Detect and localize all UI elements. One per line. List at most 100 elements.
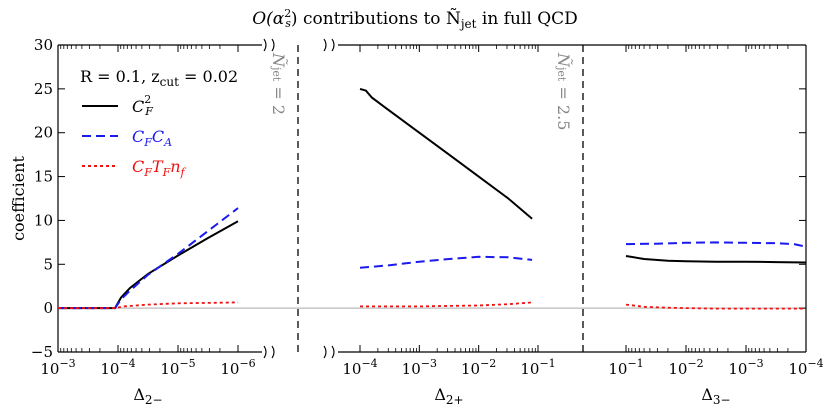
- x-tick-label: 10−1: [520, 357, 555, 378]
- x-tick-exp: −4: [361, 357, 377, 370]
- title-suffix: in full QCD: [476, 9, 577, 29]
- x-axis-label: Δ3−: [701, 385, 730, 407]
- x-tick-label: 10−6: [220, 357, 255, 378]
- legend-label-main2: C: [152, 127, 164, 146]
- chart-title-text: O(α2 s) contributions to Ñjet in full QCD: [252, 7, 578, 31]
- x-axis-label-sub: 2−: [145, 393, 163, 407]
- x-tick-label: 10−5: [160, 357, 195, 378]
- series-line-cftfnf: [625, 303, 806, 310]
- annotation-sub: cut: [160, 75, 179, 89]
- legend-label: CFTFnf: [132, 157, 187, 179]
- x-tick-exp: −4: [807, 357, 823, 370]
- annotation-main: R = 0.1, z: [80, 67, 160, 86]
- series-line-cf2: [359, 87, 533, 220]
- y-tick-label: 15: [34, 168, 53, 186]
- x-axis-label-sub: 2+: [446, 393, 464, 407]
- series-line-cf2: [58, 220, 239, 310]
- legend-label-main: C: [132, 127, 144, 146]
- legend-label: CFCA: [132, 127, 172, 149]
- x-tick-base: 10: [100, 360, 119, 378]
- legend-label-sub3: f: [180, 166, 187, 179]
- title-o: O: [252, 9, 266, 29]
- threshold-label: Ñjet = 2.5: [554, 52, 574, 130]
- annotation-tail: = 0.02: [179, 67, 238, 86]
- x-axis-label: Δ2+: [434, 385, 463, 407]
- x-axis-label-main: Δ: [701, 385, 713, 404]
- series-line-cftfnf: [360, 301, 533, 308]
- x-tick-label: 10−4: [788, 357, 823, 378]
- threshold-label-sub: jet: [555, 65, 568, 82]
- y-tick-label: 20: [34, 124, 53, 142]
- x-tick-exp: −3: [421, 357, 437, 370]
- series-line-cfca: [58, 207, 239, 310]
- x-tick-exp: −3: [59, 357, 75, 370]
- threshold-label-value: = 2.5: [554, 81, 573, 130]
- x-tick-base: 10: [342, 360, 361, 378]
- plot-frame: [57, 38, 807, 359]
- axis-break-mark: [263, 345, 267, 359]
- x-tick-label: 10−4: [342, 357, 377, 378]
- x-tick-base: 10: [402, 360, 421, 378]
- x-tick-base: 10: [728, 360, 747, 378]
- legend-label-sub: F: [144, 105, 153, 118]
- annotation-text: R = 0.1, zcut = 0.02: [80, 67, 238, 89]
- y-tick-label: 0: [43, 299, 53, 317]
- series-line-cfca: [359, 255, 533, 269]
- title-alpha: (α: [266, 9, 285, 29]
- x-tick-base: 10: [520, 360, 539, 378]
- y-tick-label: −5: [31, 343, 53, 361]
- legend-label-sub: F: [143, 136, 152, 149]
- chart-title: O(α2 s) contributions to Ñjet in full QCD: [252, 7, 578, 31]
- legend-label-sub: F: [143, 166, 152, 179]
- x-tick-base: 10: [461, 360, 480, 378]
- x-axis-label-sub: 3−: [713, 393, 731, 407]
- threshold-label: Ñjet = 2: [269, 52, 289, 115]
- x-tick-exp: −6: [239, 357, 255, 370]
- x-tick-exp: −2: [687, 357, 703, 370]
- series-group: [58, 87, 807, 310]
- x-tick-label: 10−3: [728, 357, 763, 378]
- axis-break-mark: [323, 38, 327, 52]
- y-tick-label: 10: [34, 211, 53, 229]
- legend-label-main: C: [132, 97, 144, 116]
- x-tick-exp: −4: [119, 357, 135, 370]
- x-axis-label-main: Δ: [133, 385, 145, 404]
- x-tick-exp: −5: [179, 357, 195, 370]
- x-tick-label: 10−4: [100, 357, 135, 378]
- y-axis-label: coefficient: [9, 156, 28, 241]
- x-tick-exp: −1: [539, 357, 555, 370]
- axis-break-mark: [323, 345, 327, 359]
- x-tick-exp: −1: [627, 357, 643, 370]
- legend-label-sub2: A: [163, 136, 172, 149]
- axis-break-mark: [331, 38, 335, 52]
- threshold-label-n: Ñ: [554, 52, 574, 68]
- axis-break-mark: [271, 38, 275, 52]
- legend-label-sub2: F: [162, 166, 171, 179]
- title-sub: s: [285, 17, 291, 30]
- axis-break-mark: [331, 345, 335, 359]
- x-tick-exp: −2: [480, 357, 496, 370]
- axis-break-mark: [271, 345, 275, 359]
- x-tick-label: 10−1: [608, 357, 643, 378]
- x-tick-base: 10: [788, 360, 807, 378]
- x-axis-label: Δ2−: [133, 385, 162, 407]
- y-tick-label: 30: [34, 36, 53, 54]
- x-tick-label: 10−3: [40, 357, 75, 378]
- series-line-cf2: [625, 255, 807, 264]
- x-tick-base: 10: [220, 360, 239, 378]
- title-sup: 2: [284, 7, 291, 20]
- x-tick-base: 10: [668, 360, 687, 378]
- legend-label-main2: T: [152, 157, 164, 176]
- x-tick-base: 10: [160, 360, 179, 378]
- x-tick-label: 10−2: [461, 357, 496, 378]
- threshold-label-value: = 2: [269, 81, 288, 115]
- title-mid: ) contributions to Ñ: [291, 8, 461, 29]
- y-tick-label: 5: [43, 255, 53, 273]
- legend-label: C2 F: [132, 93, 153, 118]
- x-tick-base: 10: [40, 360, 59, 378]
- axis-break-mark: [263, 38, 267, 52]
